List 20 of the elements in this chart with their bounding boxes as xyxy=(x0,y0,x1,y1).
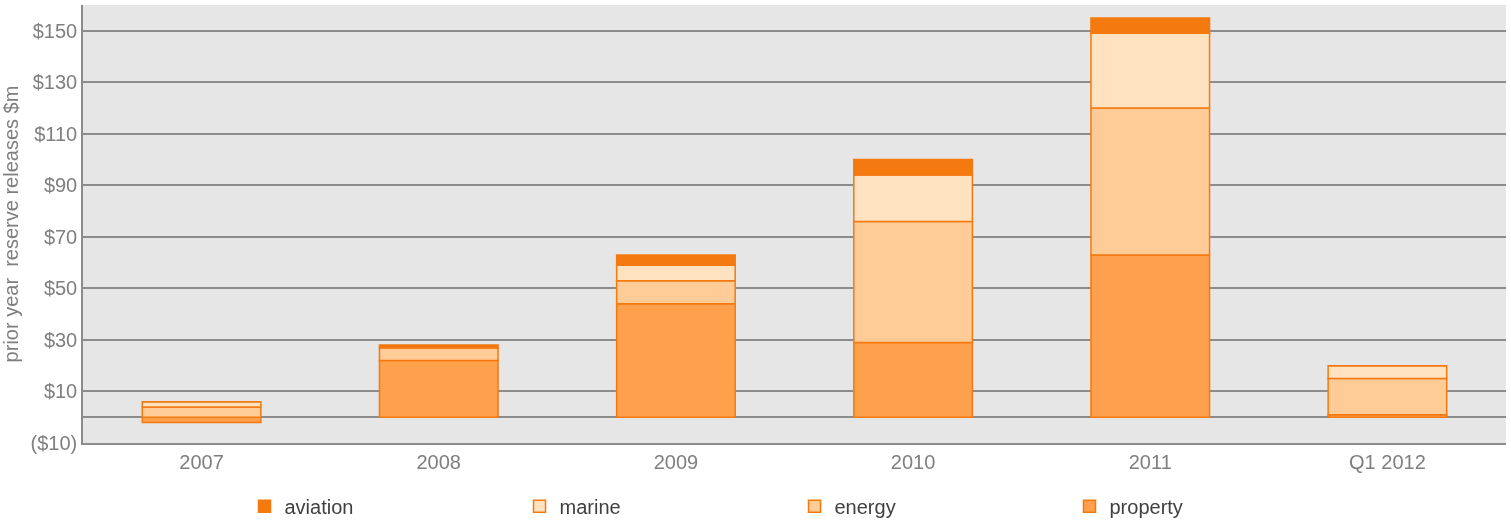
y-tick-label: $10 xyxy=(43,380,78,403)
legend-label: aviation xyxy=(284,496,354,519)
y-tick-label: $130 xyxy=(32,71,78,94)
y-tick-label: $70 xyxy=(43,225,78,248)
y-tick-label: $150 xyxy=(32,19,78,42)
y-tick-label: $110 xyxy=(34,122,78,145)
y-tick-label: $50 xyxy=(43,277,78,300)
y-tick-label: $90 xyxy=(43,174,78,197)
y-tick-label: $30 xyxy=(43,328,78,351)
y-tick-label: ($10) xyxy=(30,432,78,454)
x-tick-label: 2007 xyxy=(179,450,224,473)
x-tick-label: Q1 2012 xyxy=(1349,450,1426,473)
x-tick-label: 2009 xyxy=(653,450,699,473)
x-tick-label: 2010 xyxy=(890,450,936,473)
y-axis-title: prior year reserve releases $m xyxy=(0,85,22,363)
x-tick-label: 2008 xyxy=(416,450,461,473)
legend-label: marine xyxy=(559,496,621,519)
x-tick-label: 2011 xyxy=(1128,450,1172,473)
legend-label: energy xyxy=(834,496,896,519)
legend-label: property xyxy=(1109,496,1183,519)
